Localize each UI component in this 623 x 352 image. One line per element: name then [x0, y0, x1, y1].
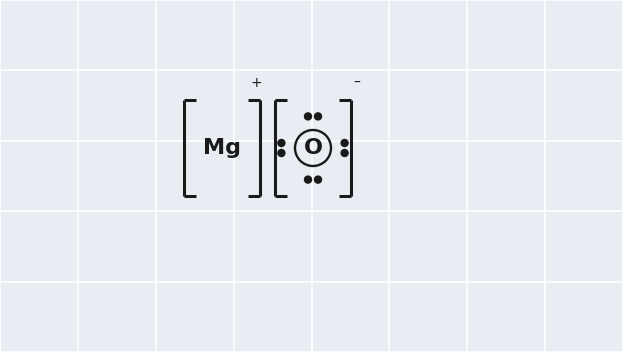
Circle shape — [341, 139, 348, 146]
Circle shape — [278, 139, 285, 146]
Text: –: – — [353, 76, 360, 90]
Circle shape — [305, 176, 312, 183]
Text: Mg: Mg — [203, 138, 241, 158]
Text: O: O — [303, 138, 323, 158]
Text: +: + — [250, 76, 262, 90]
Circle shape — [305, 113, 312, 120]
Circle shape — [315, 176, 321, 183]
Circle shape — [315, 113, 321, 120]
Circle shape — [278, 150, 285, 157]
Circle shape — [341, 150, 348, 157]
